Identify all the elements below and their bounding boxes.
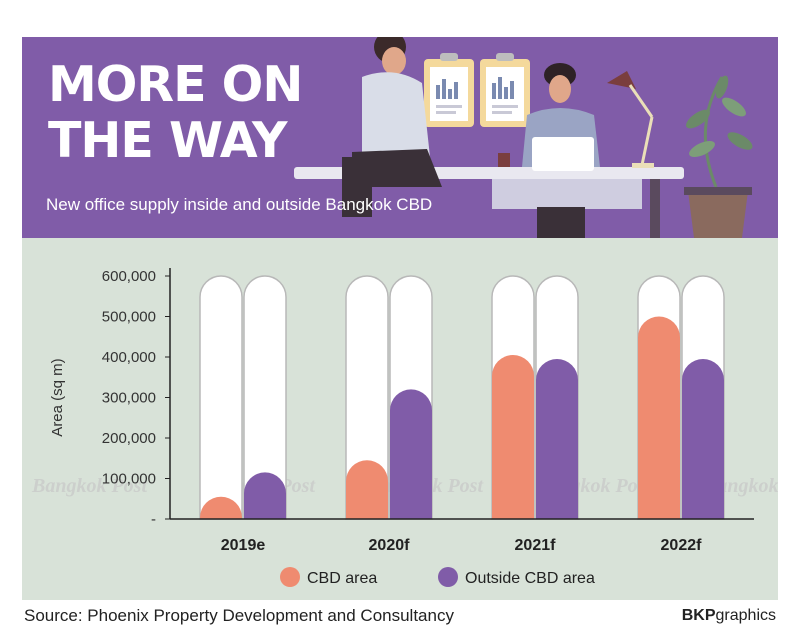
credit-bold: BKP xyxy=(681,607,716,624)
watermark-text: Bangkok Post xyxy=(31,475,148,497)
bar-outside-cbd xyxy=(244,472,286,519)
headline-line-2: THE WAY xyxy=(48,112,288,169)
bar-cbd xyxy=(638,316,680,519)
man-illustration xyxy=(342,37,442,217)
bar-background xyxy=(199,275,243,520)
x-tick-label: 2019e xyxy=(221,537,266,554)
bar-background xyxy=(345,275,389,520)
legend-label: CBD area xyxy=(307,570,377,587)
credit-rest: graphics xyxy=(715,607,776,624)
bar-outside-cbd xyxy=(536,359,578,519)
pencil-cup-icon xyxy=(498,153,510,167)
y-tick-label: 400,000 xyxy=(102,349,156,366)
y-tick-label: 600,000 xyxy=(102,268,156,285)
legend-marker xyxy=(280,567,300,587)
bar-cbd xyxy=(492,354,534,519)
desk-front xyxy=(492,179,642,209)
desk-leg xyxy=(650,179,660,238)
headline-line-1: MORE ON xyxy=(48,56,303,113)
lamp-icon xyxy=(607,71,654,168)
x-tick-label: 2021f xyxy=(515,537,557,554)
y-tick-label: 100,000 xyxy=(102,471,156,488)
bar-outside-cbd xyxy=(682,359,724,519)
x-tick-label: 2020f xyxy=(369,537,411,554)
source-note: Source: Phoenix Property Development and… xyxy=(24,606,454,625)
bar-outside-cbd xyxy=(390,389,432,519)
office-illustration xyxy=(294,37,753,238)
plant-icon xyxy=(684,75,753,238)
x-tick-label: 2022f xyxy=(661,537,703,554)
header-banner: MORE ON THE WAY New office supply inside… xyxy=(22,37,778,238)
y-tick-label: 500,000 xyxy=(102,309,156,326)
y-axis-label: Area (sq m) xyxy=(49,358,66,436)
y-tick-label: 300,000 xyxy=(102,390,156,407)
clipboard-icon xyxy=(480,53,530,127)
subtitle: New office supply inside and outside Ban… xyxy=(46,195,433,214)
y-tick-label: - xyxy=(151,511,156,528)
legend-label: Outside CBD area xyxy=(465,570,595,587)
bar-cbd xyxy=(346,460,388,519)
y-tick-label: 200,000 xyxy=(102,430,156,447)
credit-label: BKPgraphics xyxy=(682,607,776,625)
bar-cbd xyxy=(200,496,242,519)
clipboard-icon xyxy=(424,53,474,127)
legend-marker xyxy=(438,567,458,587)
headline: MORE ON THE WAY xyxy=(48,56,303,169)
bar-background xyxy=(243,275,287,520)
woman-illustration xyxy=(522,63,600,238)
